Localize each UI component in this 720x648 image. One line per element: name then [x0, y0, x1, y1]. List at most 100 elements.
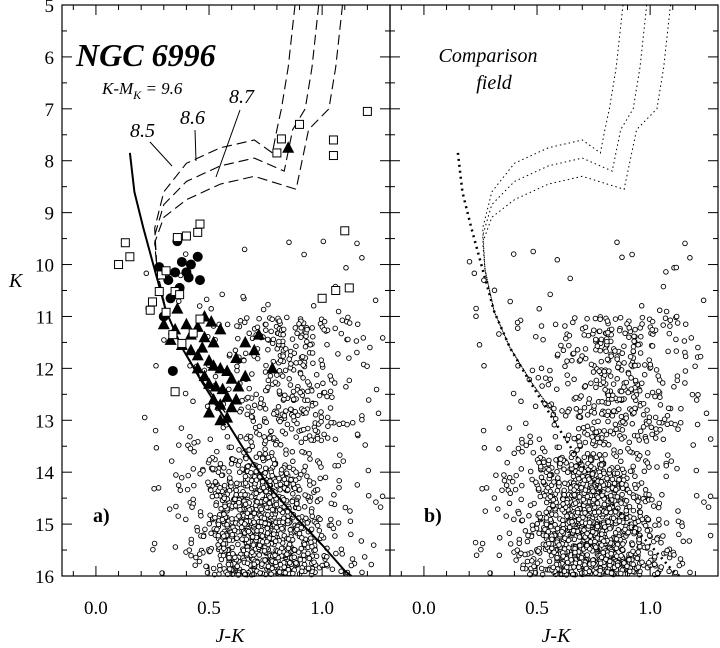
- field-star-point: [308, 437, 314, 443]
- field-star-point: [627, 568, 633, 575]
- field-star-point: [251, 510, 258, 517]
- field-star-point: [265, 454, 272, 461]
- field-star-point: [614, 464, 621, 471]
- field-star-point: [300, 426, 307, 433]
- field-star-point: [324, 554, 330, 560]
- member-triangle-point: [214, 413, 227, 426]
- field-star-point: [472, 539, 479, 546]
- field-star-point: [560, 501, 566, 507]
- field-star-point: [552, 433, 559, 440]
- field-star-point: [546, 403, 552, 409]
- field-star-point: [347, 518, 354, 524]
- field-star-point: [571, 435, 577, 442]
- field-star-point: [516, 540, 522, 547]
- field-star-point: [332, 533, 338, 539]
- field-star-point: [540, 336, 546, 343]
- field-star-point: [282, 367, 289, 374]
- field-star-point: [349, 419, 356, 426]
- field-star-point: [618, 436, 625, 442]
- field-star-point: [629, 421, 636, 427]
- field-star-point: [633, 485, 639, 492]
- field-star-point: [551, 479, 557, 485]
- field-star-point: [349, 556, 356, 562]
- member-triangle-point: [214, 361, 227, 374]
- open-square-point: [170, 387, 180, 397]
- field-star-point: [481, 445, 488, 451]
- field-star-point: [529, 558, 535, 564]
- field-star-point: [642, 362, 648, 368]
- field-star-point: [280, 519, 286, 525]
- isochrone-label-8-7: 8.7: [229, 86, 255, 108]
- field-star-point: [277, 487, 283, 493]
- field-star-point: [233, 491, 239, 498]
- field-star-point: [654, 570, 661, 576]
- field-star-point: [324, 414, 331, 421]
- field-star-point: [637, 350, 644, 356]
- field-star-point: [345, 314, 351, 321]
- field-star-point: [598, 542, 605, 548]
- field-star-point: [191, 482, 197, 489]
- field-star-point: [606, 368, 612, 374]
- field-star-point: [262, 557, 268, 563]
- field-star-point: [298, 439, 305, 446]
- field-star-point: [581, 405, 588, 411]
- field-star-point: [674, 465, 680, 472]
- field-star-point: [332, 325, 338, 332]
- field-star-point: [598, 554, 605, 561]
- field-star-point: [303, 515, 309, 522]
- field-star-point: [307, 456, 313, 462]
- field-star-point: [549, 536, 555, 542]
- field-star-point: [529, 367, 536, 374]
- field-star-point: [283, 470, 290, 476]
- field-star-point: [473, 552, 480, 558]
- field-star-point: [256, 450, 263, 457]
- member-circle-point: [170, 267, 181, 278]
- field-star-point: [285, 545, 292, 552]
- field-star-point: [585, 400, 592, 406]
- panel-b-isochrones: [456, 4, 681, 577]
- field-star-point: [514, 547, 521, 553]
- field-star-point: [605, 329, 611, 336]
- field-star-point: [320, 380, 326, 387]
- field-star-point: [545, 381, 552, 388]
- field-star-point: [264, 525, 271, 532]
- field-star-point: [654, 536, 660, 542]
- field-star-point: [290, 458, 296, 465]
- field-star-point: [527, 468, 534, 475]
- field-star-point: [282, 392, 288, 399]
- field-star-point: [576, 559, 583, 566]
- field-star-point: [263, 362, 269, 369]
- field-star-point: [285, 486, 291, 493]
- field-star-point: [632, 405, 638, 411]
- field-star-point: [625, 370, 632, 377]
- field-star-point: [588, 361, 595, 368]
- field-star-point: [619, 481, 625, 487]
- field-star-point: [575, 433, 582, 440]
- field-star-point: [299, 568, 305, 575]
- field-star-point: [519, 440, 525, 446]
- field-star-point: [552, 321, 559, 328]
- member-triangle-point: [191, 348, 204, 361]
- field-star-point: [317, 496, 324, 502]
- field-star-point: [253, 490, 259, 497]
- field-star-point: [652, 554, 658, 560]
- field-star-point: [570, 350, 577, 357]
- field-star-point: [268, 428, 274, 434]
- field-star-point: [331, 380, 338, 386]
- field-star-point: [503, 482, 510, 488]
- field-star-point: [519, 448, 525, 455]
- y-tick-label: 16: [35, 567, 54, 588]
- field-star-point: [554, 554, 560, 561]
- field-star-point: [660, 436, 667, 443]
- field-star-point: [272, 379, 279, 385]
- field-star-point: [562, 323, 568, 329]
- field-star-point: [473, 313, 479, 320]
- field-star-point: [645, 516, 651, 523]
- field-star-point: [276, 388, 283, 394]
- field-star-point: [317, 516, 323, 523]
- field-star-point: [290, 481, 296, 487]
- distance-modulus-label: K-MK = 9.6: [101, 79, 183, 102]
- comparison-title-line1: Comparison: [439, 45, 538, 67]
- isochrone-line: [154, 4, 344, 416]
- field-star-point: [166, 506, 173, 512]
